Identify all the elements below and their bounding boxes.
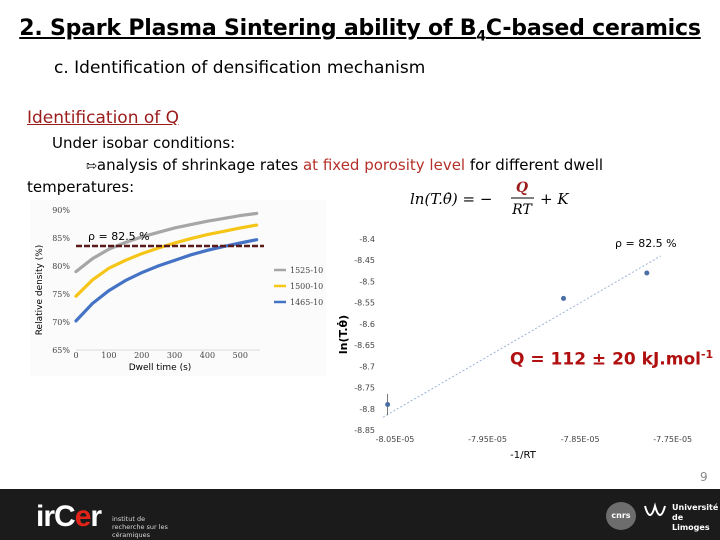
y-tick-label: -8.4 bbox=[359, 235, 375, 244]
arrhenius-plot: -8.4 -8.45 -8.5 -8.55 -8.6 -8.65 -8.7 -8.75 -8.8… bbox=[336, 235, 692, 461]
equation-lhs: ln(T.θ̇) = − bbox=[410, 190, 492, 208]
data-point bbox=[385, 402, 391, 408]
x-tick-label: 0 bbox=[73, 351, 78, 360]
y-tick-label: -8.6 bbox=[359, 320, 375, 329]
y-tick-label: -8.75 bbox=[354, 384, 375, 393]
y-tick-label: 90% bbox=[52, 206, 70, 215]
trendline bbox=[382, 255, 661, 418]
data-point bbox=[561, 295, 567, 301]
y-tick-label: -8.5 bbox=[359, 277, 375, 286]
threshold-annotation: ρ = 82.5 % bbox=[615, 237, 677, 250]
x-tick-label: 300 bbox=[167, 351, 182, 360]
activation-energy-result: Q = 112 ± 20 kJ.mol-1 bbox=[510, 348, 714, 370]
x-tick-label: 200 bbox=[134, 351, 149, 360]
x-tick-label: -7.75E-05 bbox=[653, 435, 692, 444]
cnrs-logo: cnrs bbox=[606, 502, 636, 530]
legend-label: 1465-10 bbox=[290, 298, 323, 307]
y-tick-label: 75% bbox=[52, 290, 70, 299]
body-line-3: temperatures: bbox=[27, 178, 135, 196]
threshold-annotation: ρ = 82.5 % bbox=[88, 230, 150, 243]
subtitle: c. Identification of densification mecha… bbox=[54, 58, 426, 78]
x-tick-label: -8.05E-05 bbox=[376, 435, 415, 444]
legend-label: 1525-10 bbox=[290, 266, 323, 275]
y-tick-label: -8.45 bbox=[354, 256, 375, 265]
y-tick-label: 70% bbox=[52, 318, 70, 327]
x-axis-label: Dwell time (s) bbox=[129, 363, 192, 373]
x-tick-label: -7.95E-05 bbox=[468, 435, 507, 444]
equation-numerator: Q bbox=[516, 180, 528, 196]
body-line-2: ⇰analysis of shrinkage rates at fixed po… bbox=[86, 156, 604, 174]
series-line-1465-10 bbox=[74, 238, 259, 323]
x-tick-label: 100 bbox=[101, 351, 116, 360]
ircer-logo-subtitle: institut de recherche sur les céramiques bbox=[112, 515, 168, 539]
highlight-text: at fixed porosity level bbox=[302, 156, 466, 174]
universite-limoges-icon bbox=[644, 502, 666, 516]
x-axis-label: -1/RT bbox=[510, 450, 537, 461]
y-tick-label: -8.85 bbox=[354, 426, 375, 435]
y-tick-label: -8.65 bbox=[354, 341, 375, 350]
y-tick-label: 65% bbox=[52, 346, 70, 355]
y-axis-label: Relative density (%) bbox=[35, 245, 45, 336]
series-line-1525-10 bbox=[74, 211, 259, 274]
section-heading: Identification of Q bbox=[27, 108, 180, 128]
equation: ln(T.θ̇) = − Q RT + K bbox=[410, 180, 569, 218]
body-line-1: Under isobar conditions: bbox=[52, 134, 236, 152]
y-tick-label: -8.8 bbox=[359, 405, 375, 414]
y-tick-label: -8.55 bbox=[354, 299, 375, 308]
x-tick-label: 400 bbox=[200, 351, 215, 360]
legend-label: 1500-10 bbox=[290, 282, 323, 291]
densification-curves-chart: 65% 70% 75% 80% 85% 90% 0 100 200 300 400 500 Relati… bbox=[30, 200, 326, 376]
y-tick-label: -8.7 bbox=[359, 362, 375, 371]
ircer-logo: irCer bbox=[36, 500, 102, 533]
y-tick-label: 80% bbox=[52, 262, 70, 271]
page-title: 2. Spark Plasma Sintering ability of B4C… bbox=[19, 16, 701, 45]
universite-limoges-logo: Université de Limoges bbox=[672, 503, 719, 532]
footer-bar bbox=[0, 489, 720, 540]
data-point bbox=[644, 270, 650, 276]
y-axis-label: ln(T.θ̇) bbox=[336, 315, 350, 354]
equation-denominator: RT bbox=[511, 202, 533, 218]
y-tick-label: 85% bbox=[52, 234, 70, 243]
x-tick-label: 500 bbox=[233, 351, 248, 360]
page-number: 9 bbox=[700, 470, 708, 484]
x-tick-label: -7.85E-05 bbox=[561, 435, 600, 444]
arrow-right-icon: ⇰ bbox=[86, 159, 97, 174]
equation-rhs: + K bbox=[540, 190, 569, 208]
